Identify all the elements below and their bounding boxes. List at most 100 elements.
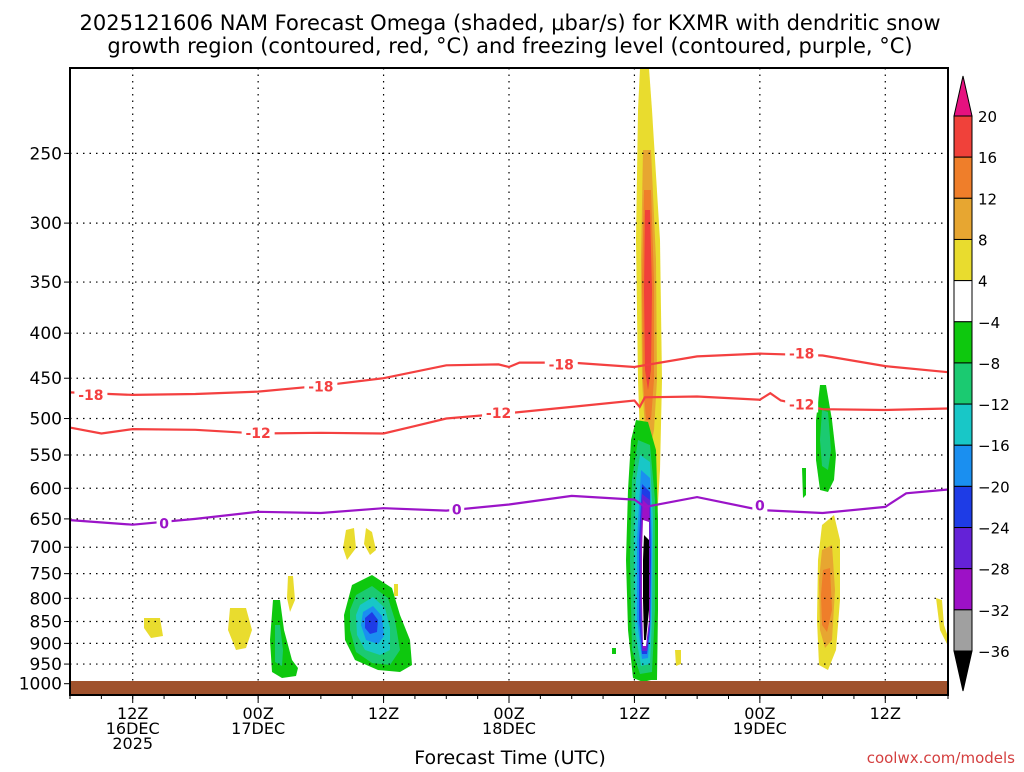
colorbar-label--28: −28 — [978, 561, 1010, 579]
colorbar-label-12: 12 — [978, 190, 997, 208]
y-tick-label-900: 900 — [30, 634, 62, 654]
contour-label-0-3: -18 — [789, 347, 814, 363]
gridlines — [70, 68, 948, 695]
omega-region-small-positive-a — [144, 618, 163, 638]
y-tick-label-850: 850 — [30, 613, 62, 633]
contour-label-bg — [449, 501, 465, 518]
contour-label-0-1: -18 — [308, 380, 333, 396]
x-tick-label-5-0: 00Z — [744, 704, 775, 723]
colorbar-label-8: 8 — [978, 231, 988, 249]
watermark: coolwx.com/models — [867, 749, 1015, 767]
contour-label-bg — [785, 345, 819, 362]
omega-region-small-negative-i — [612, 648, 616, 654]
colorbar-bin-1 — [953, 115, 973, 158]
contour-label-1-0: -12 — [245, 426, 270, 442]
colorbar-bin-11 — [953, 527, 973, 570]
x-tick-label-0-1: 16DEC — [106, 719, 160, 738]
y-axis-ticks: 2503003504004505005506006507007508008509… — [19, 144, 70, 695]
colorbar-bin-4 — [953, 238, 973, 282]
x-axis-label: Forecast Time (UTC) — [414, 747, 605, 768]
omega-region-19dec-negative-8-12 — [820, 410, 831, 470]
colorbar-label--24: −24 — [978, 520, 1010, 538]
x-tick-label-0-2: 2025 — [112, 734, 153, 753]
x-tick-label-2-0: 12Z — [368, 704, 399, 723]
omega-region-17dec-negative-20-24 — [365, 612, 378, 634]
contour-label-0-0: -18 — [78, 388, 103, 404]
colorbar-bin-7 — [953, 362, 973, 405]
contour-label-bg — [785, 396, 819, 413]
omega-region-negative-lt-36 — [643, 535, 649, 640]
contour-label-bg — [544, 356, 578, 373]
y-tick-label-350: 350 — [30, 273, 62, 293]
x-tick-label-1-1: 17DEC — [231, 719, 285, 738]
omega-region-00z17-negative-8-12 — [275, 625, 283, 666]
colorbar-label-16: 16 — [978, 149, 997, 167]
y-tick-label-650: 650 — [30, 510, 62, 530]
chart-title-line1: 2025121606 NAM Forecast Omega (shaded, μ… — [79, 11, 940, 35]
y-tick-label-250: 250 — [30, 144, 62, 164]
contour-label-bg — [241, 424, 275, 441]
x-tick-label-5-1: 19DEC — [733, 719, 787, 738]
contour-label-2-1: 0 — [452, 502, 462, 518]
colorbar-bin-8 — [953, 403, 973, 446]
y-tick-label-750: 750 — [30, 565, 62, 585]
colorbar-label--36: −36 — [978, 643, 1010, 661]
colorbar-label--20: −20 — [978, 478, 1010, 496]
y-tick-label-400: 400 — [30, 324, 62, 344]
omega-region-small-positive-c — [287, 576, 295, 612]
x-tick-label-1-0: 00Z — [242, 704, 273, 723]
colorbar-label--16: −16 — [978, 437, 1010, 455]
colorbar-bin-10 — [953, 485, 973, 529]
contour-label-1-2: -12 — [789, 398, 814, 414]
x-tick-label-4-0: 12Z — [619, 704, 650, 723]
x-tick-label-3-0: 00Z — [493, 704, 524, 723]
contour-lines: -18 -18 -18 -18 -12 -12 -12 0 0 0 — [69, 345, 949, 533]
x-tick-label-6-0: 12Z — [870, 704, 901, 723]
colorbar-label--4: −4 — [978, 314, 1000, 332]
colorbar-label-4: 4 — [978, 273, 988, 291]
omega-shading — [144, 68, 949, 682]
colorbar-label--32: −32 — [978, 602, 1010, 620]
contour-label-bg — [156, 515, 172, 532]
omega-region-19dec-positive-12-16 — [821, 568, 832, 632]
omega-region-positive-16-20 — [644, 210, 652, 390]
colorbar-label-20: 20 — [978, 108, 997, 126]
contour-label-2-0: 0 — [159, 517, 169, 533]
y-tick-label-300: 300 — [30, 214, 62, 234]
y-tick-label-700: 700 — [30, 538, 62, 558]
y-tick-label-800: 800 — [30, 589, 62, 609]
y-tick-label-550: 550 — [30, 446, 62, 466]
omega-region-small-positive-d — [343, 528, 356, 560]
colorbar-bin-12 — [953, 568, 973, 611]
y-tick-label-500: 500 — [30, 410, 62, 430]
contour-label-1-1: -12 — [486, 406, 511, 422]
colorbar: 20 16 12 8 4 −4 −8 −12 −16 −20 −24 −28 −32 −36 — [953, 75, 1010, 692]
contour-line-0 — [69, 352, 949, 397]
contour-label-0-2: -18 — [549, 357, 574, 373]
y-tick-label-600: 600 — [30, 479, 62, 499]
omega-region-small-positive-f — [675, 650, 681, 666]
y-tick-label-1000: 1000 — [19, 675, 62, 695]
contour-line-2 — [69, 488, 949, 526]
ground-surface — [70, 681, 948, 695]
plot-area: -18 -18 -18 -18 -12 -12 -12 0 0 0 — [69, 67, 949, 696]
colorbar-bin-2 — [953, 156, 973, 199]
contour-label-bg — [74, 386, 108, 403]
colorbar-bin-6 — [953, 321, 973, 364]
omega-region-small-positive-e — [364, 528, 376, 555]
y-tick-label-950: 950 — [30, 655, 62, 675]
contour-label-2-2: 0 — [755, 499, 765, 515]
omega-region-small-positive-h — [394, 584, 398, 596]
omega-region-small-positive-b — [228, 608, 252, 650]
y-tick-label-450: 450 — [30, 369, 62, 389]
omega-region-00z17-negative-4-8 — [270, 600, 298, 678]
colorbar-top-arrow — [953, 75, 973, 117]
contour-line-1 — [69, 391, 949, 435]
colorbar-bottom-arrow — [953, 650, 973, 692]
contour-label-bg — [482, 405, 516, 422]
contour-label-bg — [304, 378, 338, 395]
omega-region-19dec-small-negative — [802, 468, 806, 498]
